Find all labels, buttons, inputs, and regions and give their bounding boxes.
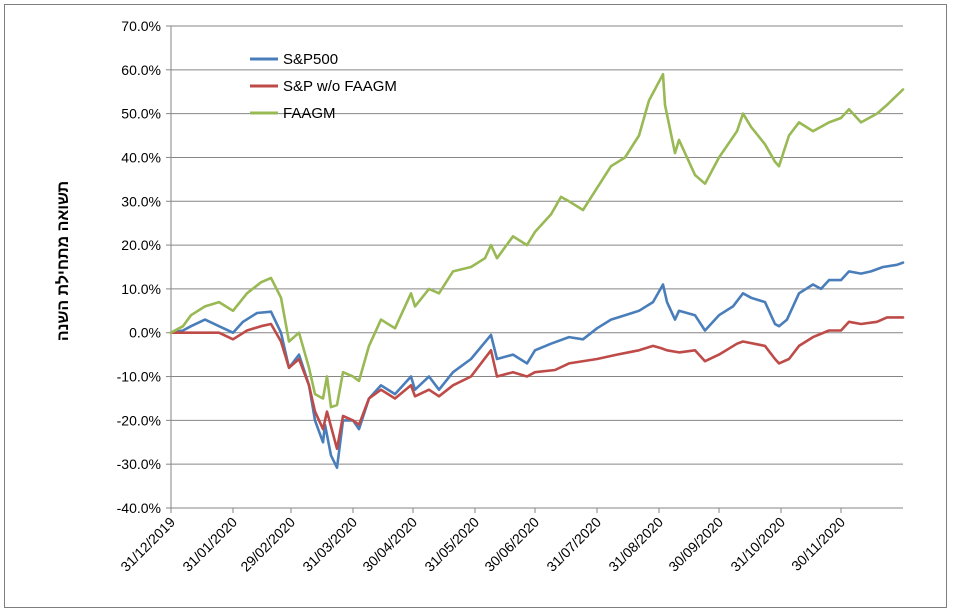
series-lines [169,72,905,469]
x-tick-label: 31/01/2020 [179,514,240,575]
y-axis-label: תשואה מתחילת השנה [54,181,72,341]
series-line-1 [169,261,905,469]
y-tick-label: 60.0% [121,62,161,78]
series-line-2 [169,316,905,451]
x-tick-label: 31/03/2020 [299,514,360,575]
y-tick-label: 70.0% [121,18,161,34]
x-tick-label: 31/05/2020 [421,514,482,575]
legend-label-1: S&P500 [283,51,338,68]
x-tick-label: 30/04/2020 [359,514,420,575]
x-tick-label: 31/07/2020 [543,514,604,575]
x-tick-label: 29/02/2020 [237,514,298,575]
y-tick-label: -20.0% [117,412,161,428]
y-tick-label: 30.0% [121,193,161,209]
legend-label-2: S&P w/o FAAGM [283,78,397,95]
y-tick-label: -30.0% [117,456,161,472]
axes [170,26,903,509]
y-tick-label: -10.0% [117,369,161,385]
y-tick-label: 50.0% [121,106,161,122]
y-axis-ticks: 70.0% 60.0% 50.0% 40.0% 30.0% 20.0% 10.0% 0.0% -… [117,18,171,516]
y-tick-label: 40.0% [121,149,161,165]
y-tick-label: 10.0% [121,281,161,297]
x-tick-label: 31/08/2020 [605,514,666,575]
x-tick-label: 30/09/2020 [665,514,726,575]
y-tick-label: 0.0% [129,325,161,341]
y-tick-label: -40.0% [117,500,161,516]
chart-frame [4,4,947,608]
x-tick-label: 30/06/2020 [481,514,542,575]
y-tick-label: 20.0% [121,237,161,253]
x-tick-label: 31/12/2019 [117,514,178,575]
x-tick-label: 31/10/2020 [727,514,788,575]
legend-label-3: FAAGM [283,105,336,122]
x-tick-label: 30/11/2020 [788,514,848,574]
gridlines [171,25,903,509]
series-line-3 [169,72,905,409]
legend: S&P500 S&P w/o FAAGM FAAGM [250,51,397,122]
